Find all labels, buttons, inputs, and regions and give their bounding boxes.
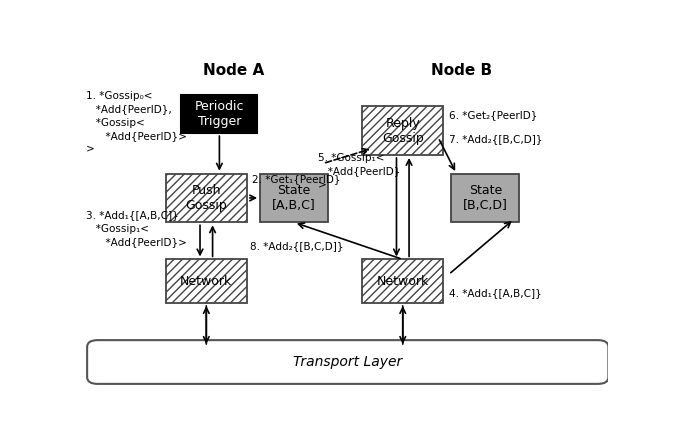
FancyBboxPatch shape [87,340,608,384]
Text: 3. *Add₁{[A,B,C]}
   *Gossip₁<
      *Add{PeerID}>: 3. *Add₁{[A,B,C]} *Gossip₁< *Add{PeerID}… [86,211,187,247]
Bar [452,173,519,222]
Bar [362,106,443,155]
Text: 8. *Add₂{[B,C,D]}: 8. *Add₂{[B,C,D]} [249,241,343,251]
Text: Network: Network [180,275,233,288]
Bar [166,260,247,303]
Bar [181,94,258,133]
Bar [260,173,328,222]
Text: Network: Network [377,275,429,288]
Bar [166,173,247,222]
Text: 5. *Gossip₁<
   *Add{PeerID}
>: 5. *Gossip₁< *Add{PeerID} > [318,153,400,190]
Text: State
[B,C,D]: State [B,C,D] [463,184,508,212]
Text: 4. *Add₁{[A,B,C]}: 4. *Add₁{[A,B,C]} [449,288,541,298]
Text: Reply
Gossip: Reply Gossip [382,117,424,145]
Text: State
[A,B,C]: State [A,B,C] [272,184,316,212]
Text: 7. *Add₂{[B,C,D]}: 7. *Add₂{[B,C,D]} [449,134,542,144]
Bar [362,260,443,303]
Text: 1. *Gossip₀<
   *Add{PeerID},
   *Gossip<
      *Add{PeerID}>
>: 1. *Gossip₀< *Add{PeerID}, *Gossip< *Add… [86,91,187,154]
Text: Periodic
Trigger: Periodic Trigger [195,100,244,128]
Text: Transport Layer: Transport Layer [293,355,402,369]
Text: Node B: Node B [431,63,492,79]
Text: 2. *Get₁{PeerID}: 2. *Get₁{PeerID} [252,174,341,184]
Text: Push
Gossip: Push Gossip [185,184,227,212]
Text: Node A: Node A [203,63,264,79]
Text: 6. *Get₂{PeerID}: 6. *Get₂{PeerID} [449,110,537,120]
